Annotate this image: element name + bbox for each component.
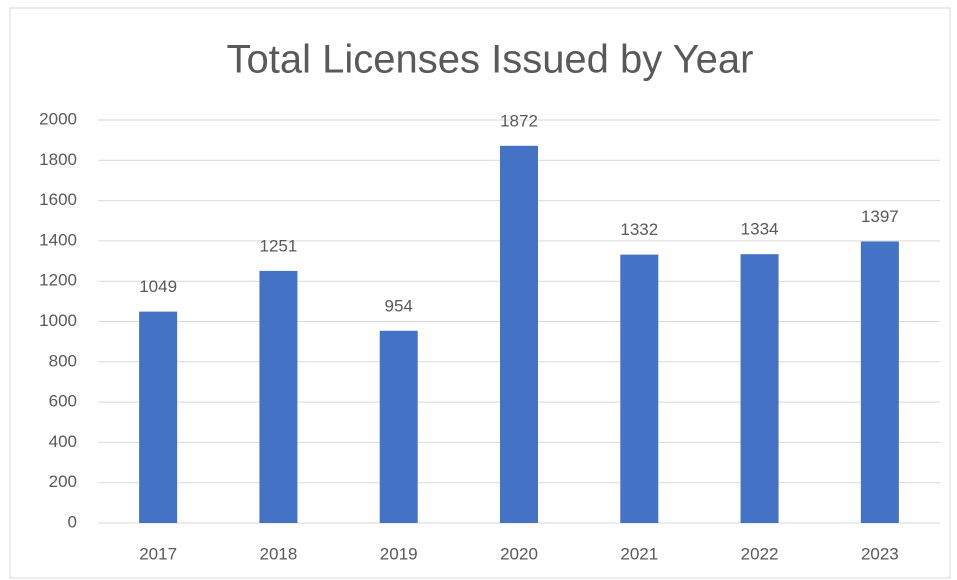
- x-tick-label: 2020: [500, 544, 538, 563]
- y-tick-label: 1200: [39, 271, 77, 290]
- bar: [259, 270, 298, 523]
- x-tick-label: 2023: [861, 544, 899, 563]
- y-tick-label: 1400: [39, 230, 77, 249]
- bar: [379, 330, 418, 523]
- y-tick-label: 200: [49, 472, 77, 491]
- x-tick-label: 2018: [260, 544, 298, 563]
- y-tick-label: 1800: [39, 150, 77, 169]
- chart-title: Total Licenses Issued by Year: [226, 38, 753, 82]
- data-label: 1049: [139, 277, 177, 296]
- y-tick-label: 1600: [39, 190, 77, 209]
- y-tick-label: 800: [49, 351, 77, 370]
- y-tick-label: 0: [68, 512, 77, 531]
- bar: [740, 254, 779, 523]
- data-label: 1332: [620, 220, 658, 239]
- data-label: 1334: [741, 220, 779, 239]
- bar: [139, 311, 178, 523]
- x-tick-label: 2022: [741, 544, 779, 563]
- bar: [500, 145, 538, 524]
- data-label: 1251: [260, 236, 298, 255]
- x-tick-label: 2017: [139, 544, 177, 563]
- y-tick-label: 2000: [39, 109, 77, 128]
- x-tick-label: 2021: [620, 544, 658, 563]
- bar: [860, 241, 899, 523]
- bar: [620, 254, 659, 524]
- y-tick-label: 1000: [39, 311, 77, 330]
- y-tick-label: 600: [49, 392, 77, 411]
- data-label: 954: [385, 296, 413, 315]
- y-tick-label: 400: [49, 432, 77, 451]
- data-label: 1397: [861, 207, 899, 226]
- x-tick-label: 2019: [380, 544, 418, 563]
- data-label: 1872: [500, 111, 538, 130]
